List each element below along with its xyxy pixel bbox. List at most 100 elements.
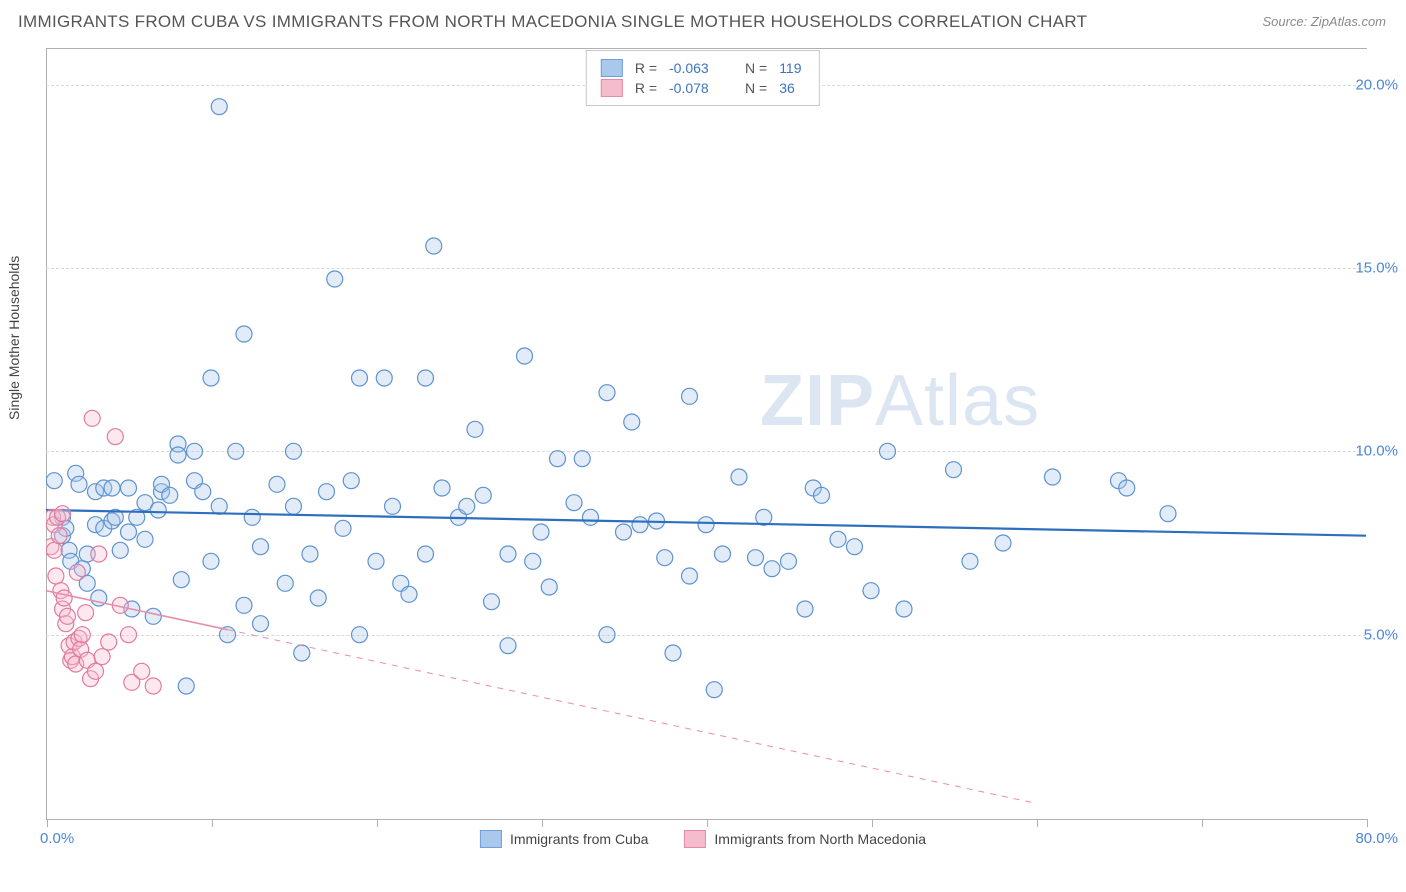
data-point [107, 429, 123, 445]
x-axis-end-label: 80.0% [1355, 830, 1398, 847]
data-point [352, 370, 368, 386]
data-point [797, 601, 813, 617]
data-point [566, 495, 582, 511]
data-point [459, 498, 475, 514]
data-point [517, 348, 533, 364]
n-label: N = [745, 80, 767, 96]
data-point [500, 638, 516, 654]
data-point [88, 663, 104, 679]
data-point [195, 484, 211, 500]
data-point [162, 487, 178, 503]
data-point [475, 487, 491, 503]
data-point [121, 480, 137, 496]
x-axis-start-label: 0.0% [40, 830, 74, 847]
data-point [310, 590, 326, 606]
data-point [525, 553, 541, 569]
data-point [294, 645, 310, 661]
legend-label-cuba: Immigrants from Cuba [510, 831, 648, 847]
data-point [995, 535, 1011, 551]
data-point [880, 443, 896, 459]
data-point [84, 410, 100, 426]
swatch-icon [480, 830, 502, 848]
x-tick [872, 819, 873, 827]
data-point [203, 553, 219, 569]
data-point [847, 539, 863, 555]
data-point [500, 546, 516, 562]
chart-title: IMMIGRANTS FROM CUBA VS IMMIGRANTS FROM … [18, 12, 1087, 31]
x-tick [707, 819, 708, 827]
data-point [1045, 469, 1061, 485]
data-point [94, 649, 110, 665]
data-point [533, 524, 549, 540]
n-value-macedonia: 36 [779, 80, 805, 96]
legend-label-macedonia: Immigrants from North Macedonia [714, 831, 926, 847]
data-point [665, 645, 681, 661]
data-point [173, 572, 189, 588]
trend-line-extrapolated [228, 630, 1037, 804]
data-point [104, 480, 120, 496]
data-point [319, 484, 335, 500]
r-label: R = [635, 80, 657, 96]
data-point [599, 385, 615, 401]
data-point [863, 583, 879, 599]
data-point [269, 476, 285, 492]
data-point [335, 520, 351, 536]
r-value-cuba: -0.063 [669, 60, 719, 76]
data-point [401, 586, 417, 602]
n-label: N = [745, 60, 767, 76]
data-point [682, 568, 698, 584]
data-point [74, 627, 90, 643]
data-point [764, 561, 780, 577]
scatter-plot-svg [46, 48, 1366, 818]
data-point [731, 469, 747, 485]
data-point [418, 546, 434, 562]
legend-item-macedonia: Immigrants from North Macedonia [684, 830, 926, 848]
data-point [946, 462, 962, 478]
data-point [632, 517, 648, 533]
source-attribution: Source: ZipAtlas.com [1262, 14, 1386, 29]
data-point [467, 421, 483, 437]
data-point [187, 443, 203, 459]
data-point [286, 498, 302, 514]
data-point [253, 539, 269, 555]
data-point [46, 542, 62, 558]
data-point [715, 546, 731, 562]
data-point [51, 528, 67, 544]
data-point [101, 634, 117, 650]
data-point [203, 370, 219, 386]
data-point [137, 531, 153, 547]
data-point [211, 498, 227, 514]
data-point [698, 517, 714, 533]
x-tick [212, 819, 213, 827]
data-point [253, 616, 269, 632]
data-point [170, 447, 186, 463]
data-point [599, 627, 615, 643]
data-point [150, 502, 166, 518]
data-point [814, 487, 830, 503]
data-point [682, 388, 698, 404]
data-point [418, 370, 434, 386]
data-point [228, 443, 244, 459]
data-point [178, 678, 194, 694]
data-point [112, 542, 128, 558]
data-point [385, 498, 401, 514]
data-point [426, 238, 442, 254]
x-tick [377, 819, 378, 827]
data-point [434, 480, 450, 496]
data-point [624, 414, 640, 430]
data-point [1160, 506, 1176, 522]
x-tick [47, 819, 48, 827]
swatch-icon [684, 830, 706, 848]
data-point [145, 678, 161, 694]
data-point [376, 370, 392, 386]
data-point [368, 553, 384, 569]
data-point [244, 509, 260, 525]
r-label: R = [635, 60, 657, 76]
data-point [550, 451, 566, 467]
data-point [121, 627, 137, 643]
data-point [574, 451, 590, 467]
data-point [59, 608, 75, 624]
data-point [236, 597, 252, 613]
data-point [352, 627, 368, 643]
legend-row-cuba: R = -0.063 N = 119 [601, 59, 805, 77]
